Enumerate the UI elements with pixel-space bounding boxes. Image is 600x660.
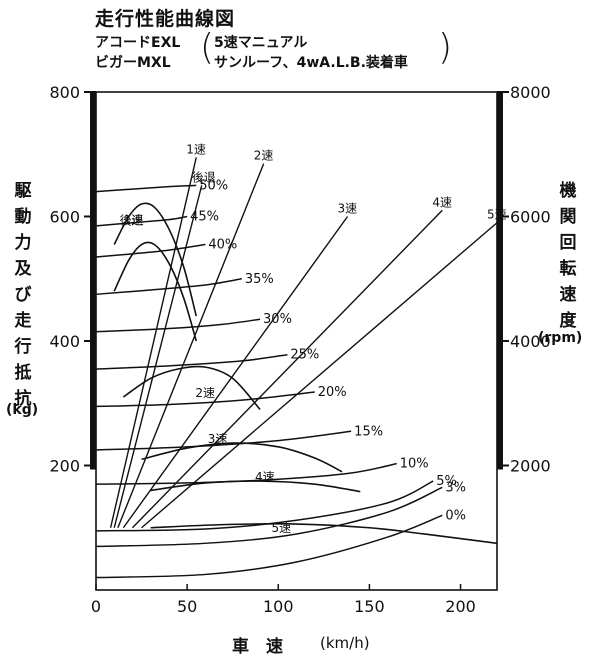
x-tick-label: 200 — [445, 597, 476, 616]
engine-speed-line-label: 4速 — [432, 195, 452, 209]
resistance-curve-label: 35% — [245, 272, 274, 287]
x-tick-label: 150 — [354, 597, 385, 616]
driving-force-curve — [113, 202, 198, 317]
right-scale-bar — [497, 92, 503, 470]
resistance-curve — [95, 391, 315, 408]
resistance-curve — [95, 480, 434, 532]
resistance-curve — [95, 462, 397, 485]
engine-speed-line-label: 5速 — [487, 208, 507, 222]
engine-speed-line — [141, 222, 498, 529]
left-paren: ( — [200, 27, 215, 68]
model-label-1: アコードEXL — [95, 35, 181, 51]
y-right-tick-label: 8000 — [510, 83, 551, 102]
resistance-curve-label: 3% — [445, 480, 466, 495]
y-left-label: 駆動力 及び 走行抵抗 — [14, 181, 32, 409]
y-left-tick-label: 400 — [49, 332, 80, 351]
engine-speed-line — [131, 209, 443, 529]
engine-speed-line — [113, 185, 203, 528]
resistance-curve-label: 5% — [436, 474, 457, 489]
resistance-curve-label: 45% — [190, 210, 219, 225]
model-label-2: ビガーMXL — [95, 55, 171, 71]
right-paren: ) — [438, 27, 453, 68]
resistance-curve — [95, 184, 197, 193]
engine-speed-line — [109, 157, 197, 528]
resistance-curve-label: 20% — [318, 385, 347, 400]
resistance-curve-label: 15% — [354, 424, 383, 439]
engine-speed-line-label: 2速 — [254, 149, 274, 163]
y-right-tick-label: 2000 — [510, 457, 551, 476]
driving-force-curve — [122, 365, 261, 411]
y-left-unit: (kg) — [6, 402, 39, 418]
driving-force-curve — [150, 523, 498, 545]
y-right-unit: (rpm) — [538, 330, 583, 346]
resistance-curve-label: 10% — [400, 457, 429, 472]
driving-force-label: 5速 — [272, 521, 292, 535]
resistance-curve — [95, 318, 261, 333]
engine-speed-line — [122, 216, 349, 529]
y-left-tick-label: 200 — [49, 457, 80, 476]
driving-force-curve — [141, 442, 343, 473]
resistance-curve — [95, 215, 188, 227]
resistance-curve-label: 25% — [290, 348, 319, 363]
driving-force-curve — [150, 480, 361, 493]
left-scale-bar — [90, 92, 96, 470]
spec-label-1: 5速マニュアル — [214, 35, 308, 51]
engine-speed-line-label: 3速 — [338, 202, 358, 216]
x-tick-label: 50 — [177, 597, 197, 616]
driving-force-label: 後退 — [120, 214, 144, 228]
x-axis-label: 車 速 — [232, 637, 283, 657]
driving-force-label: 4速 — [255, 470, 275, 484]
resistance-curve — [95, 243, 206, 258]
chart-title: 走行性能曲線図 — [95, 8, 236, 30]
y-right-tick-label: 6000 — [510, 208, 551, 227]
driving-force-curve — [113, 241, 198, 342]
x-axis-unit: (km/h) — [320, 634, 370, 652]
driving-force-label: 2速 — [195, 386, 215, 400]
y-left-tick-label: 600 — [49, 208, 80, 227]
y-right-label: 機関回転速度 — [559, 181, 577, 331]
resistance-curve — [95, 486, 443, 548]
x-tick-label: 100 — [263, 597, 294, 616]
driving-force-label: 1速 — [124, 213, 144, 227]
engine-speed-line-label: 1速 — [186, 142, 206, 156]
resistance-curve — [95, 514, 443, 579]
engine-speed-line — [117, 163, 265, 529]
resistance-curve-label: 50% — [199, 178, 228, 193]
y-right-tick-label: 4000 — [510, 332, 551, 351]
resistance-curve-label: 0% — [445, 508, 466, 523]
spec-label-2: サンルーフ、4wA.L.B.装着車 — [214, 55, 408, 71]
y-left-tick-label: 800 — [49, 83, 80, 102]
engine-speed-line-label: 後退 — [192, 170, 216, 184]
resistance-curve — [95, 353, 288, 370]
x-tick-label: 0 — [91, 597, 101, 616]
